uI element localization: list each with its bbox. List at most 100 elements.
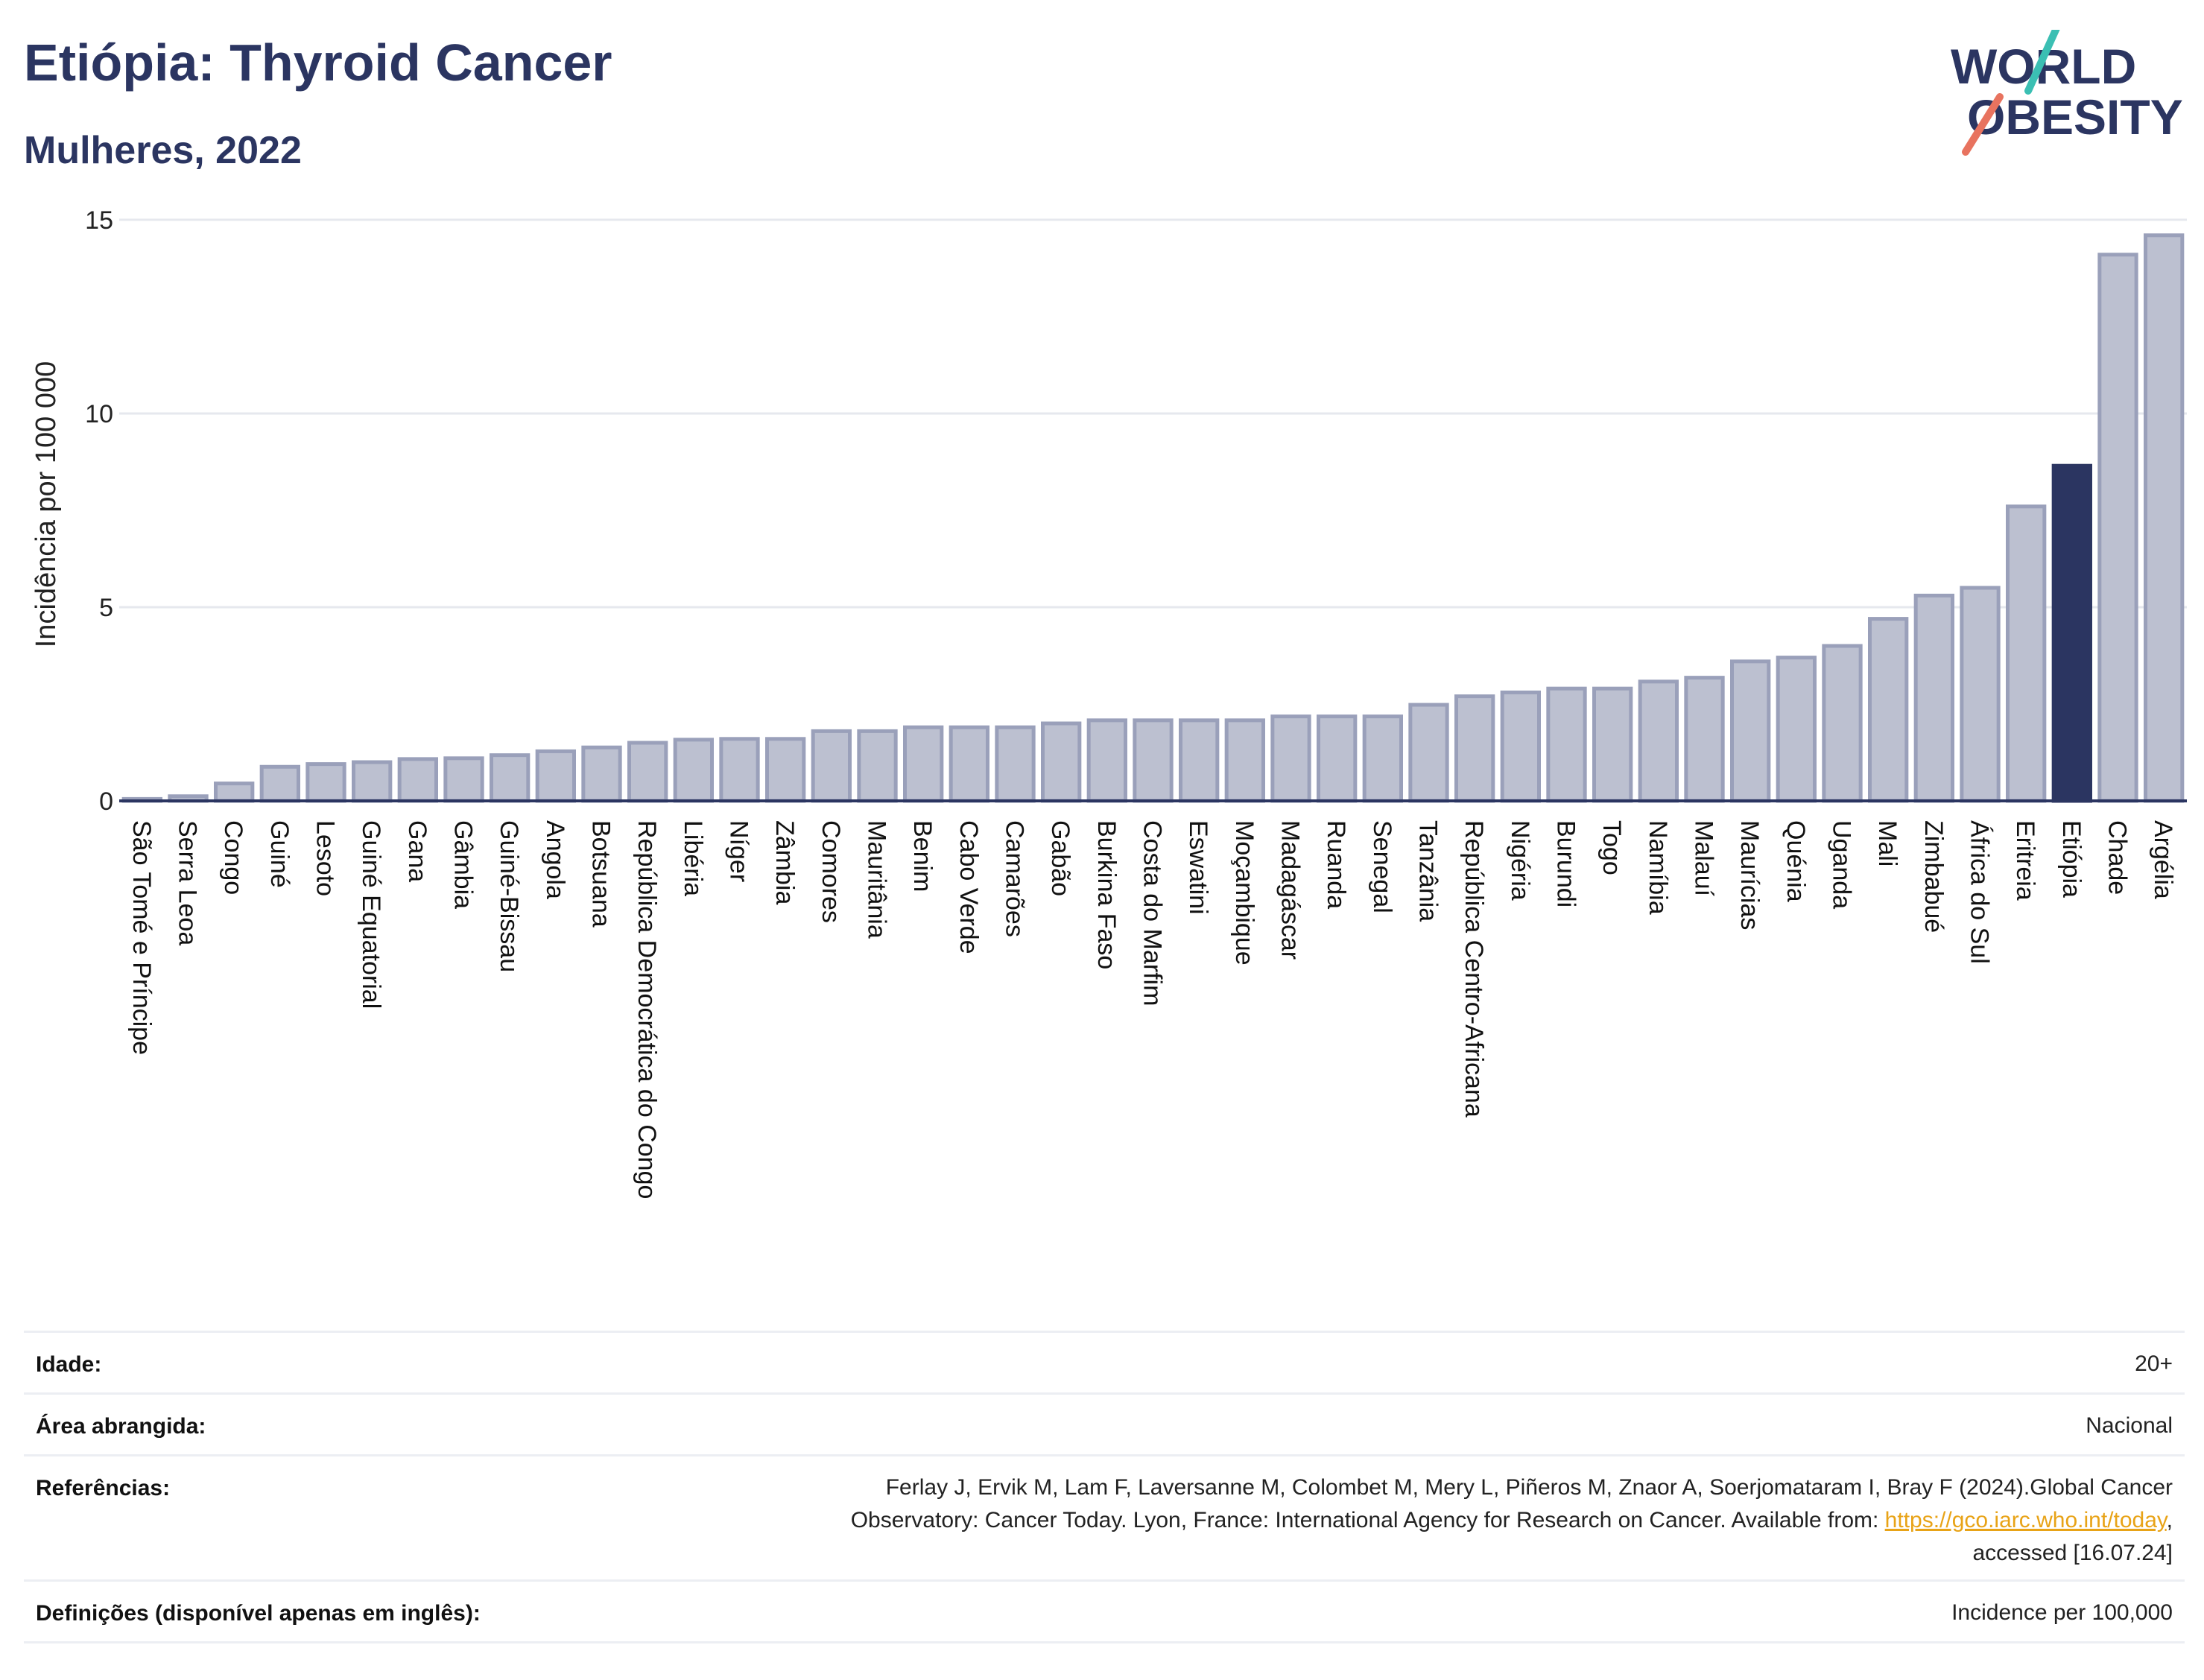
bar: [1868, 617, 1909, 803]
bar: [397, 757, 439, 803]
bar: [1041, 721, 1082, 803]
x-tick-label: Namíbia: [1644, 820, 1672, 915]
x-tick-label: Tanzânia: [1414, 820, 1443, 922]
bar: [719, 737, 760, 803]
reference-line-1: Ferlay J, Ervik M, Lam F, Laversanne M, …: [885, 1475, 2173, 1500]
bar: [1592, 686, 1633, 803]
bar: [1086, 718, 1127, 803]
y-tick-label: 15: [85, 206, 113, 235]
x-tick-label: Níger: [725, 820, 753, 882]
x-tick-label: Togo: [1597, 820, 1626, 875]
x-tick-label: Ruanda: [1322, 820, 1350, 909]
x-tick-label: Argélia: [2149, 820, 2177, 899]
x-tick-label: Maurícias: [1735, 820, 1764, 930]
bar: [1270, 714, 1311, 803]
bar: [903, 725, 944, 803]
x-tick-label: Nigéria: [1506, 820, 1534, 901]
x-tick-label: Zimbabué: [1919, 820, 1948, 933]
bar: [1730, 659, 1771, 803]
bar: [2006, 504, 2047, 803]
bar: [995, 725, 1036, 803]
bar: [857, 729, 898, 803]
x-tick-label: Congo: [219, 820, 247, 895]
y-tick-label: 5: [99, 594, 113, 622]
x-tick-label: Guiné: [265, 820, 294, 888]
x-tick-label: Zâmbia: [770, 820, 799, 904]
y-tick-label: 0: [99, 787, 113, 816]
x-tick-label: Guiné Equatorial: [357, 820, 385, 1009]
bar: [673, 738, 715, 803]
x-tick-label: Mauritânia: [863, 820, 891, 939]
bar: [1960, 586, 2001, 803]
bar: [1224, 718, 1265, 803]
meta-value-area: Nacional: [2086, 1413, 2173, 1438]
y-tick-label: 10: [85, 400, 113, 428]
x-tick-label: Mali: [1873, 820, 1901, 866]
bar: [765, 737, 806, 803]
meta-label-area: Área abrangida:: [36, 1414, 206, 1439]
meta-label-references: Referências:: [36, 1476, 171, 1500]
chart-title: Etiópia: Thyroid Cancer: [24, 34, 612, 92]
x-tick-label: Costa do Marfim: [1139, 820, 1167, 1006]
x-tick-label: Malauí: [1690, 820, 1718, 897]
x-tick-label: Benim: [908, 820, 937, 892]
bar: [1684, 676, 1725, 803]
meta-row-age: Idade: 20+: [24, 1331, 2185, 1395]
bar: [259, 764, 300, 803]
x-tick-label: Serra Leoa: [174, 820, 202, 945]
bar: [1408, 703, 1449, 803]
x-tick-label: Madagáscar: [1276, 820, 1305, 960]
x-tick-label: República Centro-Africana: [1460, 820, 1488, 1118]
bar: [811, 729, 852, 803]
chart-subtitle: Mulheres, 2022: [24, 129, 302, 172]
bar: [2097, 253, 2138, 803]
x-tick-label: Burundi: [1552, 820, 1580, 907]
meta-bottom-rule: [24, 1641, 2185, 1643]
x-tick-label: Cabo Verde: [954, 820, 983, 954]
reference-line-2-end: ,: [2166, 1508, 2173, 1532]
bar: [949, 725, 989, 803]
bar: [1546, 686, 1587, 803]
bar: [1454, 694, 1495, 803]
logo-slash-teal: [2024, 30, 2060, 95]
meta-row-references: Referências: Ferlay J, Ervik M, Lam F, L…: [24, 1454, 2185, 1582]
bar: [214, 782, 255, 803]
reference-line-3: accessed [16.07.24]: [1972, 1541, 2173, 1565]
x-tick-label: Burkina Faso: [1092, 820, 1121, 969]
x-tick-label: Quénia: [1782, 820, 1810, 902]
x-tick-label: Senegal: [1368, 820, 1396, 913]
meta-value-age: 20+: [2135, 1351, 2173, 1376]
x-tick-label: Gana: [403, 820, 431, 882]
x-tick-label: Lesoto: [311, 820, 340, 896]
bar: [627, 741, 668, 803]
x-tick-label: Camarões: [1001, 820, 1029, 937]
x-tick-label: África do Sul: [1966, 820, 1994, 964]
bar: [1362, 714, 1403, 803]
x-tick-label: Gabão: [1046, 820, 1074, 896]
bar: [1776, 656, 1817, 803]
bar: [443, 756, 484, 803]
x-tick-label: Libéria: [679, 820, 707, 896]
bar: [352, 760, 393, 803]
meta-label-definitions: Definições (disponível apenas em inglês)…: [36, 1601, 481, 1626]
meta-row-definitions: Definições (disponível apenas em inglês)…: [24, 1579, 2185, 1643]
meta-value-references: Ferlay J, Ervik M, Lam F, Laversanne M, …: [851, 1471, 2173, 1570]
reference-line-2: Observatory: Cancer Today. Lyon, France:…: [851, 1504, 2173, 1537]
bar: [2051, 463, 2093, 803]
world-obesity-logo: WORLD OBESITY: [1951, 30, 2183, 156]
x-tick-label: Eswatini: [1184, 820, 1212, 915]
x-tick-label: São Tomé e Príncipe: [127, 820, 156, 1055]
x-tick-label: Uganda: [1828, 820, 1856, 909]
bar: [490, 753, 531, 803]
logo-slash-coral: [1962, 93, 2004, 156]
x-tick-label: Eritreia: [2011, 820, 2039, 901]
reference-link[interactable]: https://gco.iarc.who.int/today: [1884, 1508, 2167, 1532]
bar: [535, 749, 577, 803]
bar: [305, 762, 346, 803]
bar: [581, 745, 622, 803]
x-tick-label: Gâmbia: [449, 820, 478, 909]
bar: [1822, 644, 1863, 803]
x-tick-label: Etiópia: [2057, 820, 2086, 898]
meta-row-area: Área abrangida: Nacional: [24, 1392, 2185, 1456]
bar: [1317, 714, 1358, 803]
